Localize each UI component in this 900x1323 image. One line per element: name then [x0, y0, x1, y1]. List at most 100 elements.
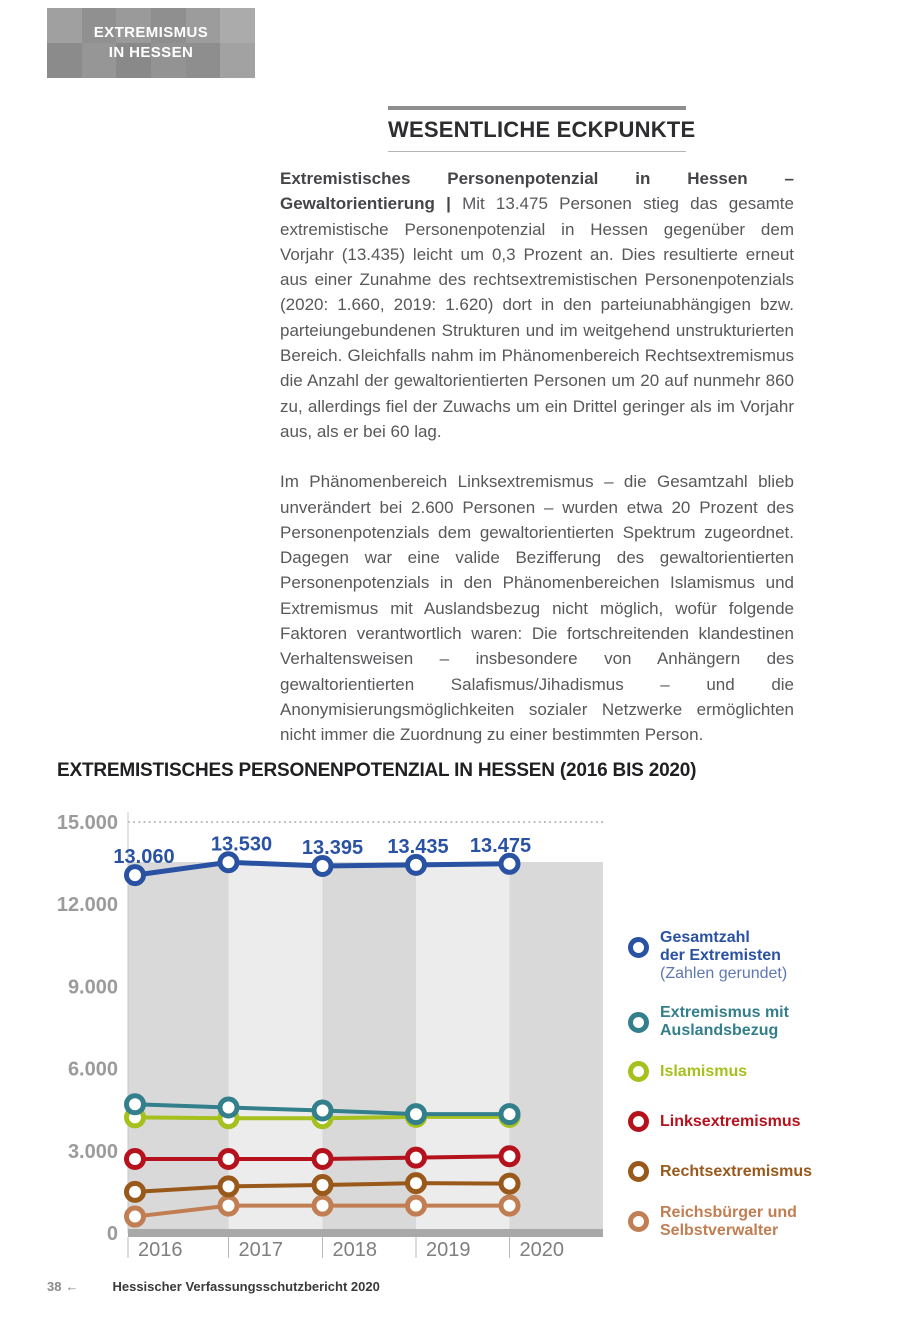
logo-mosaic-tile: [47, 8, 82, 43]
section-title-block: WESENTLICHE ECKPUNKTE: [388, 106, 696, 152]
series-point-marker: [405, 1172, 427, 1195]
series-point-marker: [124, 1148, 146, 1171]
series-point-marker: [311, 1194, 334, 1217]
legend-label-line: Selbstverwalter: [660, 1221, 779, 1239]
title-rule-top: [388, 106, 686, 110]
series-point-marker: [217, 1194, 240, 1217]
series-point-marker: [498, 1103, 521, 1126]
logo-mosaic-tile: [151, 8, 186, 43]
background-band: [416, 862, 510, 1229]
series-point-value-label: 13.530: [211, 833, 272, 855]
series-point-marker: [217, 1148, 240, 1171]
series-point-marker: [498, 852, 521, 875]
legend-ring-icon: [628, 1011, 649, 1033]
legend-label-line: Extremismus mit: [660, 1004, 789, 1021]
legend-label-line: Linksextremismus: [660, 1112, 801, 1130]
background-band: [228, 862, 323, 1229]
logo-line-1: EXTREMISMUS: [93, 24, 209, 41]
page-footer: 38 ← Hessischer Verfassungsschutzbericht 2…: [47, 1279, 847, 1294]
logo-mosaic-tile: [220, 8, 255, 43]
logo-mosaic-tile: [81, 8, 117, 43]
legend-label: Gesamtzahl der Extremisten (Zahlen gerunde…: [660, 929, 787, 983]
series-point-value-label: 13.060: [113, 846, 174, 868]
paragraph-2-text: Im Phänomenbereich Linksextremismus – di…: [280, 472, 794, 745]
paragraph-1: Extremistisches Personenpotenzial in Hes…: [280, 166, 794, 444]
footer-report-title: Hessischer Verfassungsschutzbericht 2020: [112, 1279, 380, 1294]
x-axis-baseline-bar: [128, 1229, 603, 1237]
legend-ring-icon: [628, 936, 649, 958]
series-point-marker: [311, 854, 334, 877]
back-arrow-icon: ←: [65, 1279, 79, 1294]
series-point-marker: [124, 864, 146, 887]
legend-ring-icon: [628, 1161, 649, 1183]
series-point-marker: [498, 1145, 521, 1168]
x-axis-year-label: 2017: [239, 1239, 284, 1261]
legend-label: Linksextremismus: [660, 1113, 801, 1131]
series-point-marker: [217, 1175, 240, 1198]
y-axis-tick-label: 6.000: [68, 1059, 118, 1081]
title-rule-bottom: [388, 151, 686, 152]
legend-label-line: Reichsbürger und: [660, 1203, 797, 1221]
legend-label-line: Auslandsbezug: [660, 1022, 779, 1039]
x-axis-year-label: 2018: [333, 1239, 378, 1261]
chart-title: EXTREMISTISCHES PERSONENPOTENZIAL IN HES…: [57, 760, 697, 781]
section-title: WESENTLICHE ECKPUNKTE: [388, 117, 696, 142]
legend-label-line: Islamismus: [660, 1062, 748, 1080]
series-point-value-label: 13.395: [302, 837, 363, 859]
series-point-marker: [311, 1174, 334, 1197]
legend-entry: Linksextremismus: [628, 1111, 801, 1133]
logo-line-2: IN HESSEN: [108, 44, 194, 61]
y-axis-tick-label: 3.000: [68, 1141, 118, 1163]
logo-mosaic-tile: [116, 43, 151, 78]
series-point-marker: [311, 1099, 334, 1122]
series-point-marker: [217, 1096, 240, 1119]
legend-label: Rechtsextremismus: [660, 1163, 812, 1181]
logo-mosaic-background: [47, 8, 255, 78]
legend-entry: Gesamtzahl der Extremisten (Zahlen gerunde…: [628, 929, 787, 983]
series-point-marker: [405, 1146, 427, 1169]
legend-entry: Rechtsextremismus: [628, 1161, 812, 1183]
legend-label-line: der Extremisten: [660, 947, 781, 964]
legend-ring-icon: [628, 1111, 649, 1133]
series-point-value-label: 13.475: [470, 835, 531, 857]
legend-label: Islamismus: [660, 1063, 747, 1081]
series-point-marker: [405, 1194, 427, 1217]
legend-note: (Zahlen gerundet): [660, 965, 788, 982]
legend-entry: Islamismus: [628, 1061, 747, 1083]
page-number: 38: [47, 1279, 62, 1294]
series-point-marker: [124, 1180, 146, 1203]
legend-ring-icon: [628, 1211, 649, 1233]
x-axis-year-label: 2016: [138, 1239, 183, 1261]
logo-text: EXTREMISMUS IN HESSEN: [47, 8, 255, 78]
x-axis-year-label: 2019: [426, 1239, 471, 1261]
extremismus-in-hessen-logo: EXTREMISMUS IN HESSEN: [47, 8, 255, 78]
paragraph-1-text: Mit 13.475 Personen stieg das gesamte ex…: [280, 194, 794, 441]
legend-entry: Extremismus mit Auslandsbezug: [628, 1004, 789, 1040]
logo-mosaic-tile: [185, 8, 221, 43]
logo-mosaic-tile: [116, 8, 151, 43]
legend-label: Extremismus mit Auslandsbezug: [660, 1004, 789, 1040]
y-axis-tick-label: 15.000: [57, 812, 118, 834]
background-band: [322, 862, 416, 1229]
x-axis-year-label: 2020: [520, 1239, 565, 1261]
logo-mosaic-tile: [220, 43, 255, 78]
series-point-marker: [405, 1103, 427, 1126]
series-point-marker: [498, 1172, 521, 1195]
y-axis-tick-label: 12.000: [57, 894, 118, 916]
legend-label-line: Rechtsextremismus: [660, 1162, 813, 1180]
y-axis-tick-label: 0: [107, 1223, 118, 1245]
background-band: [509, 862, 603, 1229]
series-point-value-label: 13.435: [387, 836, 448, 858]
legend-label-line: Gesamtzahl: [660, 929, 750, 946]
series-point-marker: [498, 1194, 521, 1217]
legend-ring-icon: [628, 1061, 649, 1083]
legend-label: Reichsbürger und Selbstverwalter: [660, 1204, 797, 1240]
y-axis-tick-label: 9.000: [68, 976, 118, 998]
series-point-marker: [311, 1148, 334, 1171]
legend-entry: Reichsbürger und Selbstverwalter: [628, 1204, 797, 1240]
series-point-marker: [217, 851, 240, 874]
paragraph-2: Im Phänomenbereich Linksextremismus – di…: [280, 469, 794, 747]
background-band: [128, 862, 229, 1229]
body-copy: Extremistisches Personenpotenzial in Hes…: [280, 166, 794, 773]
